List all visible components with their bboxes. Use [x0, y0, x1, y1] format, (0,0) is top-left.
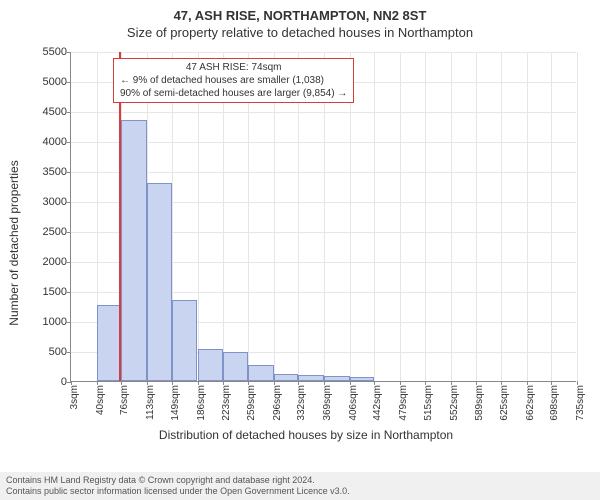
- x-tick-label: 589sqm: [474, 385, 485, 421]
- y-tick-mark: [67, 352, 71, 353]
- y-tick-mark: [67, 322, 71, 323]
- x-tick-mark: [198, 381, 199, 385]
- histogram-bar: [248, 365, 274, 381]
- gridline-v: [476, 52, 477, 381]
- annotation-line3: 90% of semi-detached houses are larger (…: [120, 87, 347, 100]
- x-tick-label: 40sqm: [95, 385, 106, 415]
- y-tick-mark: [67, 112, 71, 113]
- x-tick-mark: [324, 381, 325, 385]
- y-axis-label: Number of detached properties: [7, 160, 21, 325]
- histogram-bar: [223, 352, 248, 381]
- x-tick-mark: [223, 381, 224, 385]
- x-tick-mark: [551, 381, 552, 385]
- gridline-v: [501, 52, 502, 381]
- y-tick-mark: [67, 262, 71, 263]
- y-tick-mark: [67, 202, 71, 203]
- y-tick-mark: [67, 52, 71, 53]
- x-tick-label: 3sqm: [69, 385, 80, 409]
- annotation-line2: ← 9% of detached houses are smaller (1,0…: [120, 74, 347, 87]
- histogram-bar: [121, 120, 147, 381]
- footer-line2: Contains public sector information licen…: [6, 486, 594, 497]
- histogram-bar: [350, 377, 375, 381]
- x-tick-mark: [501, 381, 502, 385]
- plot-area: 0500100015002000250030003500400045005000…: [70, 52, 576, 382]
- x-tick-mark: [350, 381, 351, 385]
- x-tick-mark: [97, 381, 98, 385]
- gridline-v: [374, 52, 375, 381]
- x-tick-mark: [248, 381, 249, 385]
- x-tick-label: 552sqm: [449, 385, 460, 421]
- x-tick-label: 76sqm: [119, 385, 130, 415]
- x-tick-mark: [172, 381, 173, 385]
- x-tick-label: 186sqm: [196, 385, 207, 421]
- page-title: 47, ASH RISE, NORTHAMPTON, NN2 8ST: [0, 0, 600, 23]
- x-tick-label: 259sqm: [246, 385, 257, 421]
- page-subtitle: Size of property relative to detached ho…: [0, 23, 600, 40]
- x-tick-label: 625sqm: [499, 385, 510, 421]
- x-tick-label: 479sqm: [398, 385, 409, 421]
- footer: Contains HM Land Registry data © Crown c…: [0, 472, 600, 500]
- x-tick-label: 515sqm: [423, 385, 434, 421]
- y-tick-mark: [67, 142, 71, 143]
- gridline-v: [451, 52, 452, 381]
- x-tick-mark: [298, 381, 299, 385]
- histogram-bar: [274, 374, 299, 381]
- x-tick-label: 442sqm: [372, 385, 383, 421]
- gridline-v: [577, 52, 578, 381]
- x-tick-label: 406sqm: [348, 385, 359, 421]
- x-tick-mark: [71, 381, 72, 385]
- x-tick-mark: [451, 381, 452, 385]
- x-tick-mark: [425, 381, 426, 385]
- x-tick-label: 149sqm: [170, 385, 181, 421]
- x-tick-mark: [476, 381, 477, 385]
- histogram-bar: [198, 349, 224, 381]
- x-tick-mark: [527, 381, 528, 385]
- footer-line1: Contains HM Land Registry data © Crown c…: [6, 475, 594, 486]
- gridline-v: [425, 52, 426, 381]
- x-tick-label: 735sqm: [575, 385, 586, 421]
- reference-annotation: 47 ASH RISE: 74sqm ← 9% of detached hous…: [113, 58, 354, 103]
- x-tick-label: 332sqm: [296, 385, 307, 421]
- x-tick-mark: [400, 381, 401, 385]
- histogram-bar: [147, 183, 172, 381]
- x-tick-mark: [577, 381, 578, 385]
- gridline-v: [551, 52, 552, 381]
- annotation-line1: 47 ASH RISE: 74sqm: [120, 61, 347, 74]
- gridline-v: [527, 52, 528, 381]
- histogram-bar: [172, 300, 198, 381]
- chart-container: Number of detached properties 0500100015…: [28, 46, 584, 440]
- y-tick-mark: [67, 292, 71, 293]
- histogram-bar: [324, 376, 350, 381]
- x-tick-label: 113sqm: [145, 385, 156, 420]
- x-tick-label: 662sqm: [525, 385, 536, 421]
- histogram-bar: [97, 305, 122, 381]
- x-tick-mark: [121, 381, 122, 385]
- y-tick-mark: [67, 172, 71, 173]
- x-tick-label: 698sqm: [549, 385, 560, 421]
- x-tick-label: 223sqm: [221, 385, 232, 421]
- gridline-v: [400, 52, 401, 381]
- x-tick-label: 296sqm: [272, 385, 283, 421]
- histogram-bar: [298, 375, 324, 381]
- x-tick-mark: [274, 381, 275, 385]
- x-axis-label: Distribution of detached houses by size …: [159, 428, 453, 442]
- x-tick-label: 369sqm: [322, 385, 333, 421]
- y-tick-mark: [67, 232, 71, 233]
- x-tick-mark: [374, 381, 375, 385]
- y-tick-mark: [67, 82, 71, 83]
- x-tick-mark: [147, 381, 148, 385]
